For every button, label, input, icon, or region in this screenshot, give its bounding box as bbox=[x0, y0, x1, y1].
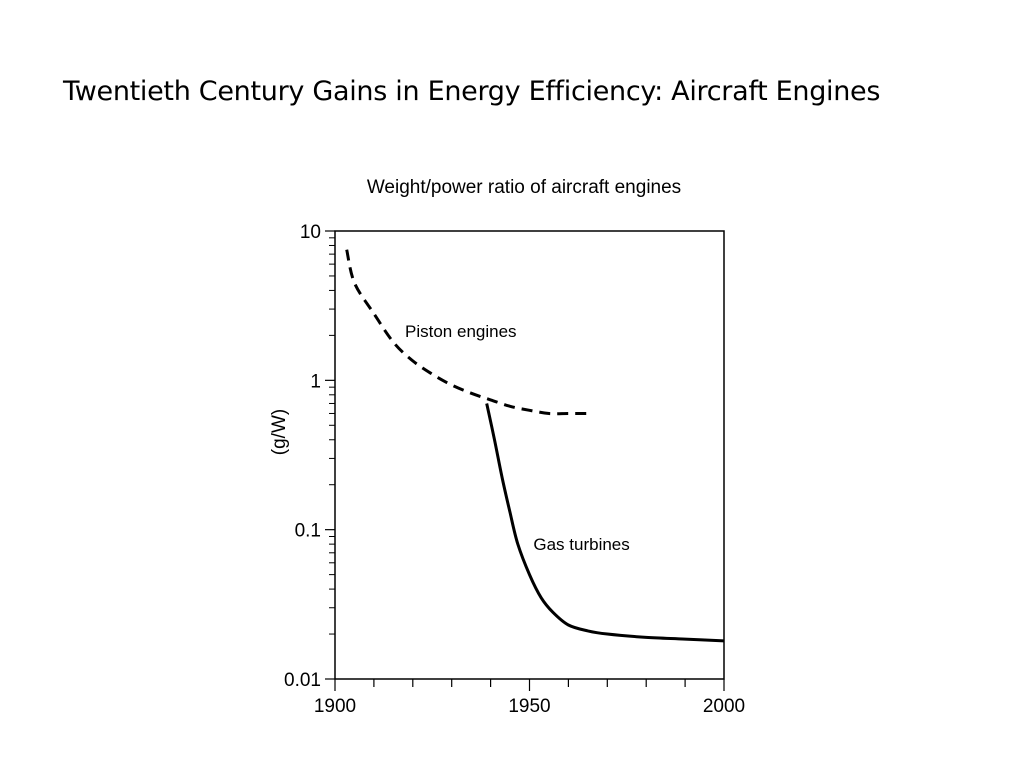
y-axis-label: (g/W) bbox=[269, 409, 290, 455]
slide-title: Twentieth Century Gains in Energy Effici… bbox=[63, 76, 881, 107]
x-tick-label: 2000 bbox=[703, 696, 745, 717]
x-tick-label: 1950 bbox=[508, 696, 550, 717]
axis-ticks: 10 1 0.1 0.01 1900 1950 2000 bbox=[284, 222, 745, 717]
series-line-gas-turbines bbox=[485, 403, 725, 643]
y-tick-label: 10 bbox=[300, 222, 321, 243]
series-line-piston-engines bbox=[345, 249, 588, 416]
series-labels: Piston engines Gas turbines bbox=[405, 322, 630, 554]
chart-title: Weight/power ratio of aircraft engines bbox=[367, 177, 681, 198]
series-label-gas-turbines: Gas turbines bbox=[533, 535, 629, 554]
y-tick-label: 1 bbox=[310, 371, 321, 392]
series-label-piston-engines: Piston engines bbox=[405, 322, 517, 341]
plot-frame bbox=[334, 230, 725, 680]
y-tick-label: 0.01 bbox=[284, 670, 321, 691]
y-tick-label: 0.1 bbox=[295, 521, 321, 542]
series-lines bbox=[345, 249, 725, 643]
x-tick-label: 1900 bbox=[314, 696, 356, 717]
